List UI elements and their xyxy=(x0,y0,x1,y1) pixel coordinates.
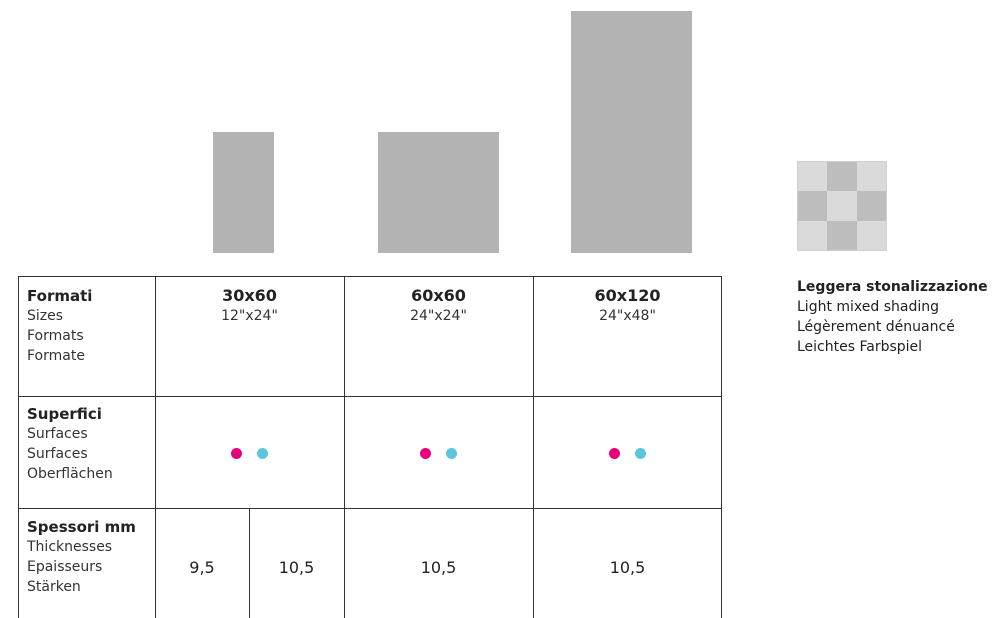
column-header-60x120: 60x120 24"x48" xyxy=(533,286,722,326)
row-line: Surfaces xyxy=(27,446,88,462)
table-divider xyxy=(249,508,250,618)
row-label-sizes: Formati Sizes Formats Formate xyxy=(27,286,92,366)
tile-30x60-illustration xyxy=(213,132,274,253)
row-label-thickness: Spessori mm Thicknesses Epaisseurs Stärk… xyxy=(27,517,136,597)
table-border xyxy=(18,276,722,277)
column-inches: 24"x48" xyxy=(599,308,656,324)
row-label-surfaces: Superfici Surfaces Surfaces Oberflächen xyxy=(27,404,113,484)
surface-dot-magenta xyxy=(420,448,431,459)
row-title: Spessori mm xyxy=(27,518,136,536)
row-line: Formats xyxy=(27,328,84,344)
surface-dot-cyan xyxy=(446,448,457,459)
column-inches: 12"x24" xyxy=(221,308,278,324)
row-line: Stärken xyxy=(27,579,81,595)
shading-legend: Leggera stonalizzazione Light mixed shad… xyxy=(797,277,988,357)
column-inches: 24"x24" xyxy=(410,308,467,324)
shading-title: Leggera stonalizzazione xyxy=(797,279,988,295)
table-border xyxy=(18,276,19,618)
row-line: Sizes xyxy=(27,308,64,324)
row-line: Formate xyxy=(27,348,85,364)
surface-dot-cyan xyxy=(635,448,646,459)
table-divider xyxy=(344,276,345,618)
tile-60x60-illustration xyxy=(378,132,499,253)
thickness-value: 10,5 xyxy=(420,558,457,577)
surface-dot-cyan xyxy=(257,448,268,459)
row-line: Oberflächen xyxy=(27,466,113,482)
table-divider xyxy=(533,276,534,618)
table-divider xyxy=(155,276,156,618)
shading-line: Light mixed shading xyxy=(797,299,940,315)
table-divider xyxy=(18,396,722,397)
shading-line: Leichtes Farbspiel xyxy=(797,339,923,355)
row-line: Surfaces xyxy=(27,426,88,442)
column-size: 60x120 xyxy=(594,286,661,305)
table-divider xyxy=(18,508,722,509)
table-border xyxy=(721,276,722,618)
row-line: Epaisseurs xyxy=(27,559,103,575)
column-size: 60x60 xyxy=(411,286,466,305)
thickness-value: 10,5 xyxy=(278,558,315,577)
row-line: Thicknesses xyxy=(27,539,113,555)
column-header-30x60: 30x60 12"x24" xyxy=(155,286,344,326)
surface-dot-magenta xyxy=(231,448,242,459)
shading-line: Légèrement dénuancé xyxy=(797,319,955,335)
row-title: Formati xyxy=(27,287,93,305)
shading-swatch-icon xyxy=(797,161,887,251)
thickness-value: 10,5 xyxy=(609,558,646,577)
thickness-value: 9,5 xyxy=(189,558,215,577)
row-title: Superfici xyxy=(27,405,102,423)
surface-dot-magenta xyxy=(609,448,620,459)
column-header-60x60: 60x60 24"x24" xyxy=(344,286,533,326)
tile-60x120-illustration xyxy=(571,11,692,253)
column-size: 30x60 xyxy=(222,286,277,305)
